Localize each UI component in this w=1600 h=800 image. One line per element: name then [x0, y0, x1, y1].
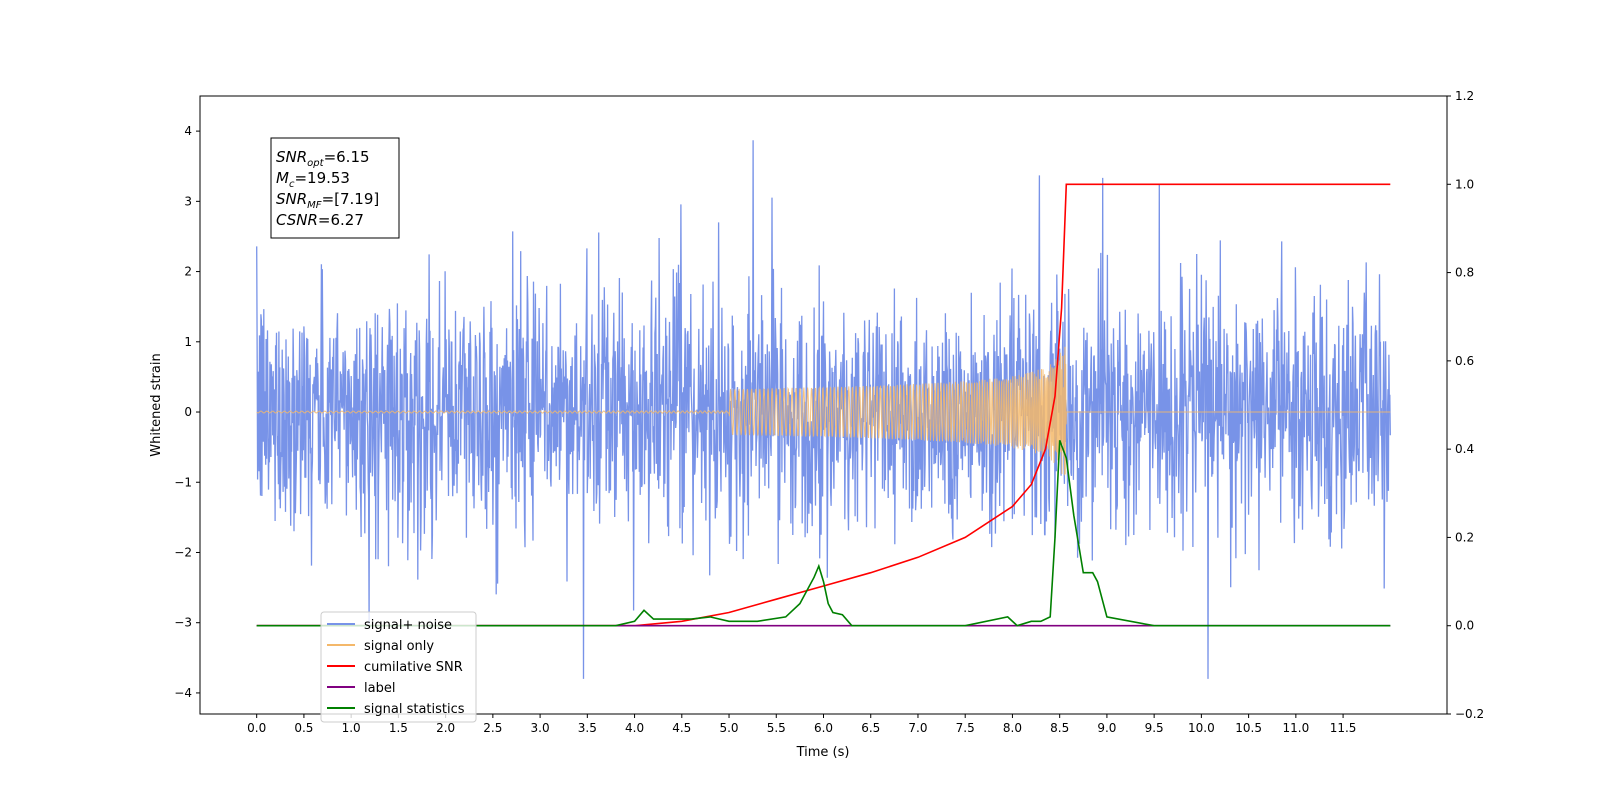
x-tick-label: 11.0	[1282, 721, 1309, 735]
legend-label: signal statistics	[364, 702, 465, 717]
annotation-value: =6.15	[324, 148, 370, 166]
annotation-line: SNRopt=6.15	[276, 148, 370, 169]
x-tick-label: 1.0	[342, 721, 361, 735]
x-tick-label: 3.5	[578, 721, 597, 735]
plot-area	[256, 140, 1391, 679]
y-tick-label: 0	[184, 405, 192, 419]
legend: signal+ noise signal only cumilative SNR la…	[320, 611, 477, 723]
y-tick-label: −2	[174, 545, 192, 559]
x-tick-label: 2.0	[436, 721, 455, 735]
y-right-tick-label: 0.0	[1455, 619, 1474, 633]
y-right-tick-label: −0.2	[1455, 707, 1484, 721]
y-tick-label: 1	[184, 335, 192, 349]
x-tick-label: 5.0	[719, 721, 738, 735]
x-tick-label: 3.0	[531, 721, 550, 735]
y-tick-label: −1	[174, 475, 192, 489]
y-tick-label: −3	[174, 616, 192, 630]
legend-frame	[320, 611, 477, 723]
series-signal-noise-line	[256, 140, 1391, 679]
x-tick-label: 6.0	[814, 721, 833, 735]
x-tick-label: 8.0	[1003, 721, 1022, 735]
x-axis: 0.0 0.5 1.0 1.5 2.0 2.5 3.0 3.5 4.0 4.5 5.0 5.5 6.0 6…	[247, 714, 1356, 735]
y-tick-label: 3	[184, 194, 192, 208]
series-signal-only-line	[256, 346, 1391, 476]
annotation-frame	[270, 137, 400, 239]
x-tick-label: 6.5	[861, 721, 880, 735]
annotation-subscript: c	[289, 179, 295, 190]
y-right-tick-label: 0.6	[1455, 354, 1474, 368]
x-axis-label: Time (s)	[796, 745, 850, 760]
annotation-line: Mc=19.53	[276, 169, 350, 190]
x-tick-label: 7.5	[956, 721, 975, 735]
annotation-symbol: CSNR	[276, 211, 318, 229]
x-tick-label: 9.0	[1097, 721, 1116, 735]
x-tick-label: 10.0	[1188, 721, 1215, 735]
y-right-tick-label: 1.0	[1455, 177, 1474, 191]
y-right-tick-label: 0.2	[1455, 530, 1474, 544]
series-cumilative-snr-line	[256, 183, 1391, 627]
x-tick-label: 1.5	[389, 721, 408, 735]
y-tick-label: −4	[174, 686, 192, 700]
x-tick-label: 7.0	[908, 721, 927, 735]
y-right-tick-label: 1.2	[1455, 89, 1474, 103]
y-axis-right: 1.2 1.0 0.8 0.6 0.4 0.2 0.0 −0.2	[1447, 89, 1484, 721]
y-tick-label: 4	[184, 124, 192, 138]
y-tick-label: 2	[184, 265, 192, 279]
y-right-tick-label: 0.4	[1455, 442, 1474, 456]
x-tick-label: 4.5	[672, 721, 691, 735]
x-tick-label: 0.5	[294, 721, 313, 735]
annotation-line: CSNR=6.27	[276, 211, 364, 229]
annotation-subscript: MF	[307, 200, 322, 211]
series-signal-statistics-line	[256, 440, 1391, 627]
x-tick-label: 5.5	[767, 721, 786, 735]
legend-label: cumilative SNR	[364, 660, 463, 675]
x-tick-label: 10.5	[1235, 721, 1262, 735]
annotation-value: =19.53	[294, 169, 350, 187]
annotation-line: SNRMF=[7.19]	[276, 190, 379, 211]
annotation-value: =6.27	[318, 211, 364, 229]
y-axis-left: 4 3 2 1 0 −1 −2 −3 −4	[174, 124, 200, 700]
legend-label: label	[364, 681, 395, 696]
annotation-value: =[7.19]	[322, 190, 380, 208]
y-axis-label: Whitened strain	[149, 353, 164, 456]
x-tick-label: 9.5	[1145, 721, 1164, 735]
legend-label: signal only	[364, 639, 434, 654]
x-tick-label: 0.0	[247, 721, 266, 735]
x-tick-label: 2.5	[483, 721, 502, 735]
x-tick-label: 4.0	[625, 721, 644, 735]
annotation-symbol: M	[276, 169, 289, 187]
y-right-tick-label: 0.8	[1455, 266, 1474, 280]
annotation-symbol: SNR	[276, 148, 307, 166]
annotation-symbol: SNR	[276, 190, 307, 208]
x-tick-label: 11.5	[1330, 721, 1357, 735]
annotation-subscript: opt	[307, 158, 324, 169]
x-tick-label: 8.5	[1050, 721, 1069, 735]
legend-label: signal+ noise	[364, 618, 452, 633]
